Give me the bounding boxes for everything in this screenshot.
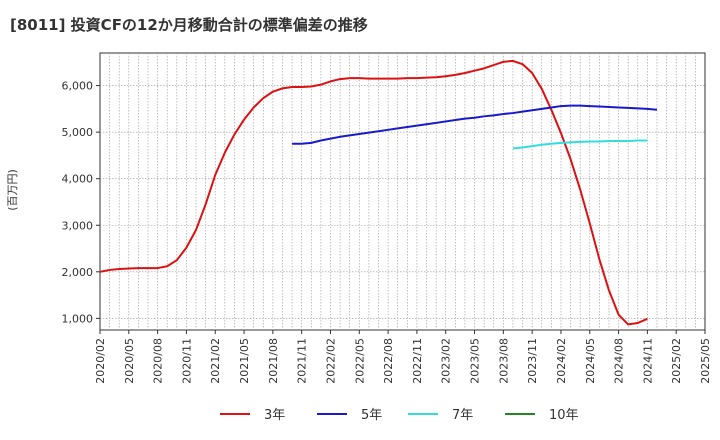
- x-tick-label: 2020/02: [94, 338, 107, 384]
- plot-area: [99, 52, 706, 331]
- series-lines: [99, 59, 658, 326]
- legend-label: 5年: [361, 408, 382, 423]
- x-tick-label: 2021/05: [238, 338, 251, 384]
- x-tick-label: 2022/08: [382, 338, 395, 384]
- y-tick-label: 5,000: [62, 126, 94, 139]
- x-tick-label: 2020/08: [152, 338, 165, 384]
- x-tick-label: 2021/08: [267, 338, 280, 384]
- x-tick-label: 2021/02: [209, 338, 222, 384]
- x-tick-label: 2022/05: [353, 338, 366, 384]
- x-tick-label: 2023/11: [526, 338, 539, 384]
- x-tick-label: 2023/02: [440, 338, 453, 384]
- x-tick-label: 2025/05: [699, 338, 712, 384]
- x-tick-label: 2023/08: [497, 338, 510, 384]
- x-tick-label: 2025/02: [670, 338, 683, 384]
- x-tick-label: 2024/02: [555, 338, 568, 384]
- x-tick-label: 2020/11: [180, 338, 193, 384]
- y-axis-label: (百万円): [6, 169, 19, 211]
- y-tick-label: 6,000: [62, 80, 94, 93]
- y-tick-label: 3,000: [62, 219, 94, 232]
- y-axis-ticks: 1,000 2,000 3,000 4,000 5,000 6,000: [62, 80, 100, 325]
- x-tick-label: 2023/05: [469, 338, 482, 384]
- y-tick-label: 1,000: [62, 312, 94, 325]
- chart-title: [8011] 投資CFの12か月移動合計の標準偏差の推移: [10, 16, 368, 34]
- y-tick-label: 2,000: [62, 266, 94, 279]
- legend: 3年 5年 7年 10年: [220, 408, 579, 423]
- legend-label: 10年: [549, 408, 579, 423]
- x-tick-label: 2024/05: [584, 338, 597, 384]
- x-axis-ticks: 2020/02 2020/05 2020/08 2020/11 2021/02 2021/…: [94, 330, 712, 384]
- x-tick-label: 2022/11: [411, 338, 424, 384]
- x-tick-label: 2021/11: [296, 338, 309, 384]
- y-tick-label: 4,000: [62, 173, 94, 186]
- x-tick-label: 2020/05: [123, 338, 136, 384]
- x-tick-label: 2024/08: [613, 338, 626, 384]
- series-line-7年: [512, 139, 648, 150]
- x-tick-label: 2024/11: [641, 338, 654, 384]
- series-line-5年: [292, 104, 658, 145]
- grid-lines: [100, 53, 705, 330]
- x-tick-label: 2022/02: [324, 338, 337, 384]
- legend-label: 3年: [264, 408, 285, 423]
- legend-label: 7年: [452, 408, 473, 423]
- series-line-3年: [99, 59, 648, 326]
